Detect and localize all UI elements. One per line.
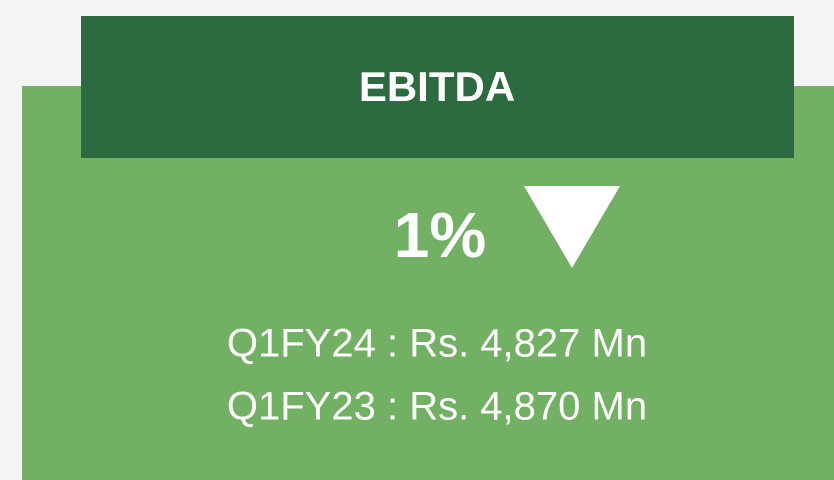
card-header bbox=[81, 16, 794, 158]
previous-value: Q1FY23 : Rs. 4,870 Mn bbox=[227, 385, 647, 429]
current-value: Q1FY24 : Rs. 4,827 Mn bbox=[227, 322, 647, 366]
down-arrow bbox=[524, 186, 620, 268]
change-value: 1% bbox=[394, 199, 487, 271]
card-title: EBITDA bbox=[359, 63, 515, 110]
